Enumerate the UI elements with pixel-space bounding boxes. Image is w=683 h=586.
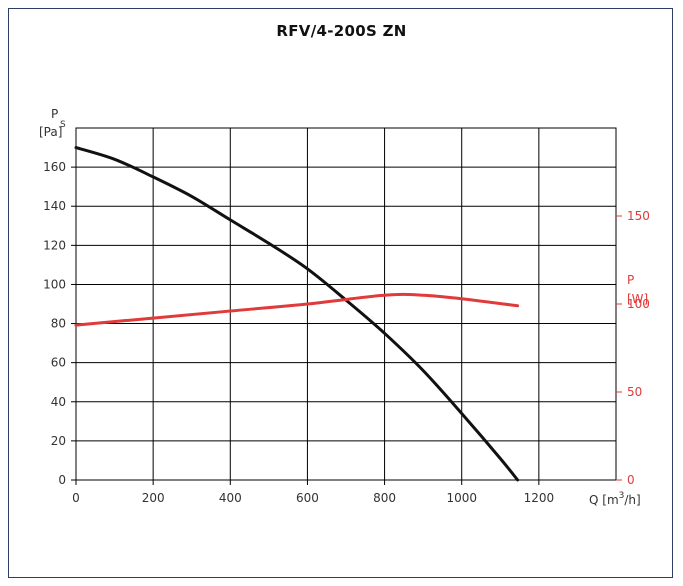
y-right-tick-label: 150 xyxy=(627,209,650,223)
y-left-tick-label: 100 xyxy=(43,277,66,291)
y-right-tick-label: 0 xyxy=(627,473,635,487)
x-tick-label: 1000 xyxy=(446,491,477,505)
pressure-curve xyxy=(74,146,520,482)
y-right-tick-label: 50 xyxy=(627,385,642,399)
x-tick-label: 1200 xyxy=(524,491,555,505)
power-curve xyxy=(74,292,520,327)
y-left-tick-label: 80 xyxy=(51,317,66,331)
x-tick-label: 800 xyxy=(373,491,396,505)
grid-layer xyxy=(71,127,622,485)
y-left-label-symbol: P xyxy=(51,107,58,121)
y-right-tick-label: 100 xyxy=(627,297,650,311)
x-label: Q [m3/h] xyxy=(589,491,641,507)
x-tick-label: 400 xyxy=(219,491,242,505)
y-left-tick-label: 140 xyxy=(43,199,66,213)
y-right-label-symbol: P xyxy=(627,273,634,287)
y-left-tick-label: 120 xyxy=(43,238,66,252)
y-left-label-subscript: S xyxy=(60,120,66,130)
y-right-label-unit: [W] xyxy=(627,292,648,306)
plot-border xyxy=(75,127,617,481)
series-layer xyxy=(74,146,520,482)
chart-title: RFV/4-200S ZN xyxy=(276,22,407,40)
x-tick-label: 200 xyxy=(142,491,165,505)
chart-frame xyxy=(8,8,673,578)
x-tick-label: 600 xyxy=(296,491,319,505)
y-left-tick-label: 160 xyxy=(43,160,66,174)
y-left-tick-label: 40 xyxy=(51,395,66,409)
y-left-label-unit: [Pa] xyxy=(39,125,62,139)
tick-layer: 0 200 400 600 800 1000 12000204060801001201401… xyxy=(43,160,650,505)
x-tick-label: 0 xyxy=(72,491,80,505)
y-left-tick-label: 60 xyxy=(51,356,66,370)
y-left-tick-label: 0 xyxy=(58,473,66,487)
y-left-tick-label: 20 xyxy=(51,434,66,448)
